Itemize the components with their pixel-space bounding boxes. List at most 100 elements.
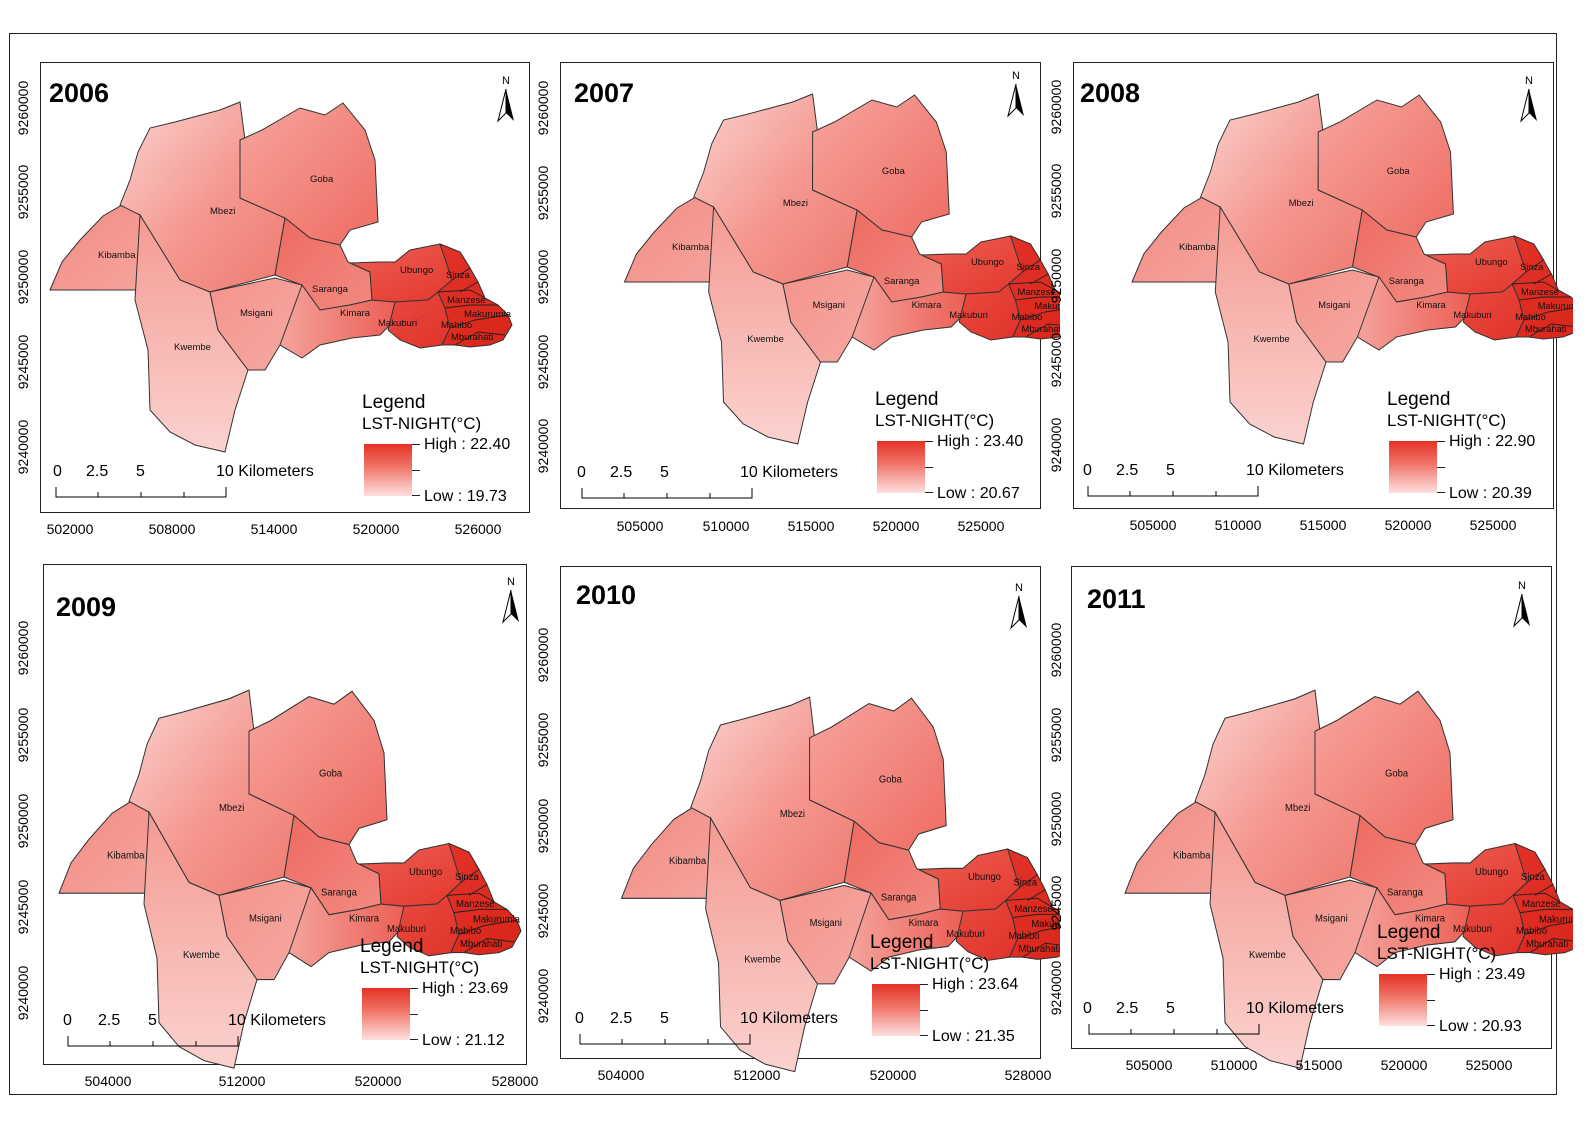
ward-east [1008,235,1060,340]
ward-boundary [449,314,509,329]
ramp-tick [1427,1025,1435,1026]
ramp-tick [412,444,420,445]
panel-year: 2009 [56,592,117,622]
x-axis-label: 504000 [597,1067,645,1083]
color-ramp [364,444,412,496]
legend: Legend LST-NIGHT(°C) High : 23.49 Low : … [1377,922,1577,1052]
ward-label: Manzese [447,295,486,306]
ward-boundary [463,938,515,954]
ward-label: Kibamba [1179,241,1216,252]
y-axis-label: 9250000 [1048,248,1064,304]
north-arrow-icon: N [493,75,519,127]
x-axis-label: 505000 [1125,1057,1173,1073]
ramp-tick [920,1035,928,1036]
scale-bar: 0 2.5 5 10 Kilometers [574,464,864,514]
y-axis-label: 9260000 [15,620,31,676]
ramp-tick [920,984,928,985]
y-axis-label: 9240000 [15,419,31,475]
color-ramp [872,984,920,1036]
ward-label: Saranga [1387,887,1423,898]
scale-label: 10 Kilometers [740,464,838,481]
north-arrow-icon: N [1006,582,1032,634]
scale-label: 5 [1166,1000,1175,1017]
legend: Legend LST-NIGHT(°C) High : 23.69 Low : … [360,936,560,1066]
ward-label: Makurumla [1539,914,1573,925]
ward-east [1512,842,1573,956]
y-axis-label: 9240000 [15,965,31,1021]
ward-label: Mburahati [1525,323,1566,334]
y-axis-label: 9260000 [1048,79,1064,135]
ward-label: Kwembe [174,342,211,353]
ward-boundary [1526,869,1546,883]
ward-boundary [1524,921,1573,935]
scale-label: 5 [1166,462,1175,479]
ward-label: Mbezi [219,803,244,814]
scale-bar: 0 2.5 5 10 Kilometers [48,463,338,513]
ward-label: Mbezi [1289,197,1314,208]
ward-boundary [1019,874,1038,889]
ward-label: Kibamba [1173,850,1211,861]
ramp-tick [925,441,933,442]
ward-label: Goba [310,174,334,185]
ward-boundary [453,908,507,914]
ward-label: Ubungo [1475,867,1509,878]
north-arrow-icon: N [1516,75,1542,127]
ward-label: Mabibo [1009,931,1040,942]
legend-title: Legend [362,392,426,413]
scale-bar: 0 2.5 5 10 Kilometers [60,1012,350,1062]
y-axis-label: 9240000 [1048,417,1064,473]
legend-subtitle: LST-NIGHT(°C) [1377,944,1497,963]
ward-label: Saranga [321,887,357,898]
ward-boundary [451,267,471,281]
legend-title: Legend [1377,922,1441,943]
ward-boundary [1525,259,1544,273]
ramp-tick [410,1039,418,1040]
ward-label: Manzese [456,899,495,910]
color-ramp [1379,974,1427,1026]
scale-bar: 0 2.5 5 10 Kilometers [572,1010,862,1060]
ward-boundary [1523,307,1573,321]
ward-boundary [1005,897,1053,908]
legend-subtitle: LST-NIGHT(°C) [362,414,482,433]
scale-bar: 0 2.5 5 10 Kilometers [1080,462,1370,512]
scale-label: 0 [1083,462,1092,479]
ward-label: Makuburi [949,310,988,321]
ward-label: Makurumla [1538,300,1573,311]
ward-label: Sinza [1017,262,1041,273]
x-axis-label: 525000 [1465,1057,1513,1073]
x-axis-label: 510000 [702,518,750,534]
scale-label: 2.5 [98,1012,121,1029]
scale-label: 5 [660,464,669,481]
scale-label: 0 [1083,1000,1092,1017]
ward-kimara [1354,886,1471,968]
ward-label: Makurumla [464,309,512,320]
ward-boundary [1017,927,1060,940]
ward-label: Kibamba [669,856,707,867]
legend-low: Low : 20.39 [1449,485,1532,502]
legend-high: High : 22.90 [1449,433,1536,450]
x-axis-label: 526000 [454,521,502,537]
ward-boundary [1022,942,1060,958]
ward-map: Goba Mbezi Kibamba Ubungo Sinza Manzese Makuru… [620,696,1060,1073]
ward-map: Goba Mbezi Kibamba Ubungo Sinza Manzese Makuru… [1131,93,1573,445]
scale-label: 10 Kilometers [740,1010,838,1027]
ward-map: Goba Mbezi Kibamba Ubungo Sinza Manzese Makuru… [623,93,1060,445]
ward-label: Saranga [884,276,920,287]
ward-label: Ubungo [968,872,1001,883]
ward-label: Kimara [340,308,371,319]
ward-label: Ubungo [1475,256,1508,267]
y-axis-label: 9255000 [15,164,31,220]
legend-subtitle: LST-NIGHT(°C) [875,411,995,430]
ward-label: Manzese [1018,287,1056,298]
scale-label: 10 Kilometers [228,1012,326,1029]
ward-label: Ubungo [409,867,443,878]
x-axis-label: 520000 [869,1067,917,1083]
ward-boundary [1512,281,1559,291]
y-axis-label: 9245000 [1048,332,1064,388]
x-axis-label: 520000 [354,1073,402,1089]
ward-label: Msigani [813,300,845,311]
legend-high: High : 23.49 [1439,966,1526,983]
ward-label: Mburahati [1526,939,1568,950]
x-axis-label: 505000 [1129,517,1177,533]
ramp-tick [925,492,933,493]
